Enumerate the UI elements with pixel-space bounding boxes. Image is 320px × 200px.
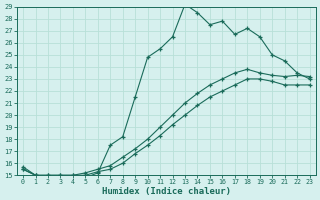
X-axis label: Humidex (Indice chaleur): Humidex (Indice chaleur) <box>102 187 231 196</box>
